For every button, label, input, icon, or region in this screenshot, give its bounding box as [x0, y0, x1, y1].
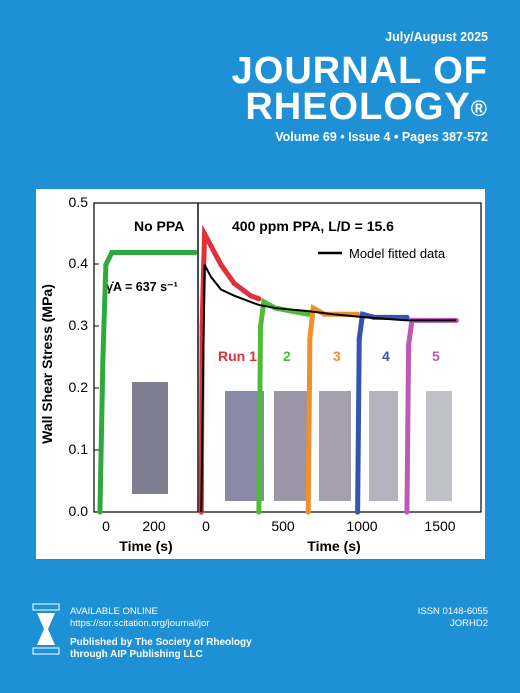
run-label-5: 5 [432, 348, 440, 364]
data-point [307, 336, 313, 342]
data-point [359, 311, 366, 317]
right-xtick-3: 1500 [424, 518, 455, 534]
ytick-0: 0.0 [69, 503, 89, 519]
ytick-3: 0.3 [69, 317, 89, 333]
right-x-axis-label: Time (s) [307, 538, 360, 554]
data-point [310, 305, 316, 311]
data-point [305, 509, 311, 515]
publisher-line1: Published by The Society of Rheology [70, 637, 252, 648]
data-point [109, 249, 115, 256]
data-point [201, 231, 208, 237]
y-tick-labels: 0.0 0.1 0.2 0.3 0.4 0.5 [69, 194, 89, 519]
left-xtick-1: 200 [142, 518, 166, 534]
data-point [208, 243, 214, 249]
publisher-info: Published by The Society of Rheology thr… [70, 637, 252, 660]
run-labels: Run 1 2 3 4 5 [218, 348, 440, 364]
inset-run4 [369, 391, 398, 501]
series-line-1-2 [305, 304, 358, 513]
data-series [97, 224, 459, 515]
ytick-5: 0.5 [69, 194, 89, 210]
run-label-2: 2 [283, 348, 291, 364]
data-point [103, 262, 109, 268]
journal-title-line1: JOURNAL OF [231, 50, 488, 92]
series-line-1-0 [198, 224, 260, 513]
data-point [198, 509, 204, 515]
volume-issue-pages: Volume 69 • Issue 4 • Pages 387-572 [275, 130, 488, 144]
model-fit-line [200, 264, 457, 513]
data-point [171, 249, 177, 256]
run-label-1: Run 1 [218, 348, 257, 364]
journal-title-text: RHEOLOGY [245, 86, 471, 128]
cover-figure: 0.0 0.1 0.2 0.3 0.4 0.5 Wall Shear Stres… [36, 189, 485, 559]
inset-run3 [319, 391, 351, 501]
series-line-1-3 [355, 311, 407, 513]
data-point [192, 249, 198, 256]
data-point [100, 354, 106, 361]
journal-url[interactable]: https://sor.scitation.org/journal/jor [70, 618, 210, 629]
data-point [305, 311, 311, 317]
ytick-2: 0.2 [69, 379, 89, 395]
data-point [406, 342, 412, 348]
plot-frame [93, 202, 482, 513]
ytick-4: 0.4 [69, 255, 89, 271]
ytick-1: 0.1 [69, 441, 89, 457]
coden: JORHD2 [449, 618, 488, 629]
data-point [256, 509, 262, 515]
footer-right: ISSN 0148-6055 JORHD2 [418, 606, 488, 630]
data-point [141, 249, 148, 256]
issue-date: July/August 2025 [385, 30, 488, 44]
stress-chart: 0.0 0.1 0.2 0.3 0.4 0.5 Wall Shear Stres… [39, 194, 482, 554]
data-point [231, 280, 237, 286]
run-label-3: 3 [333, 348, 341, 364]
data-point [404, 314, 410, 320]
registered-mark: ® [470, 96, 488, 121]
footer-left: AVAILABLE ONLINE https://sor.scitation.o… [70, 606, 252, 660]
data-point [248, 293, 254, 299]
society-logo [32, 603, 60, 655]
left-xtick-0: 0 [102, 518, 110, 534]
journal-title-line2: RHEOLOGY® [245, 88, 488, 126]
issn: ISSN 0148-6055 [417, 606, 488, 617]
ppa-title: 400 ppm PPA, L/D = 15.6 [232, 218, 394, 234]
data-point [354, 509, 361, 515]
data-point [261, 299, 267, 305]
inset-run2 [274, 391, 307, 501]
no-ppa-title: No PPA [134, 218, 184, 234]
data-point [404, 509, 410, 515]
y-tick-marks [94, 202, 99, 513]
data-point [97, 509, 103, 515]
data-point [257, 324, 264, 330]
available-online: AVAILABLE ONLINE [70, 606, 158, 617]
x-tick-labels: 0 200 0 500 1000 1500 [102, 518, 456, 534]
inset-run5 [426, 391, 452, 501]
left-x-axis-label: Time (s) [119, 538, 172, 554]
right-xtick-2: 1000 [346, 518, 377, 534]
legend-label: Model fitted data [349, 246, 446, 261]
right-xtick-1: 500 [271, 518, 295, 534]
publisher-line2: through AIP Publishing LLC [70, 648, 203, 660]
right-xtick-0: 0 [202, 518, 210, 534]
series-line-0-0 [97, 249, 196, 513]
series-line-1-1 [256, 297, 309, 513]
data-point [356, 336, 362, 342]
y-axis-label: Wall Shear Stress (MPa) [39, 284, 55, 444]
data-point [218, 262, 224, 268]
data-point [256, 296, 262, 302]
data-point [121, 249, 127, 256]
run-label-4: 4 [382, 348, 390, 364]
inset-no-ppa [132, 382, 168, 494]
micrograph-insets [132, 382, 452, 501]
shear-rate-label: γ̇A = 637 s⁻¹ [106, 280, 178, 294]
